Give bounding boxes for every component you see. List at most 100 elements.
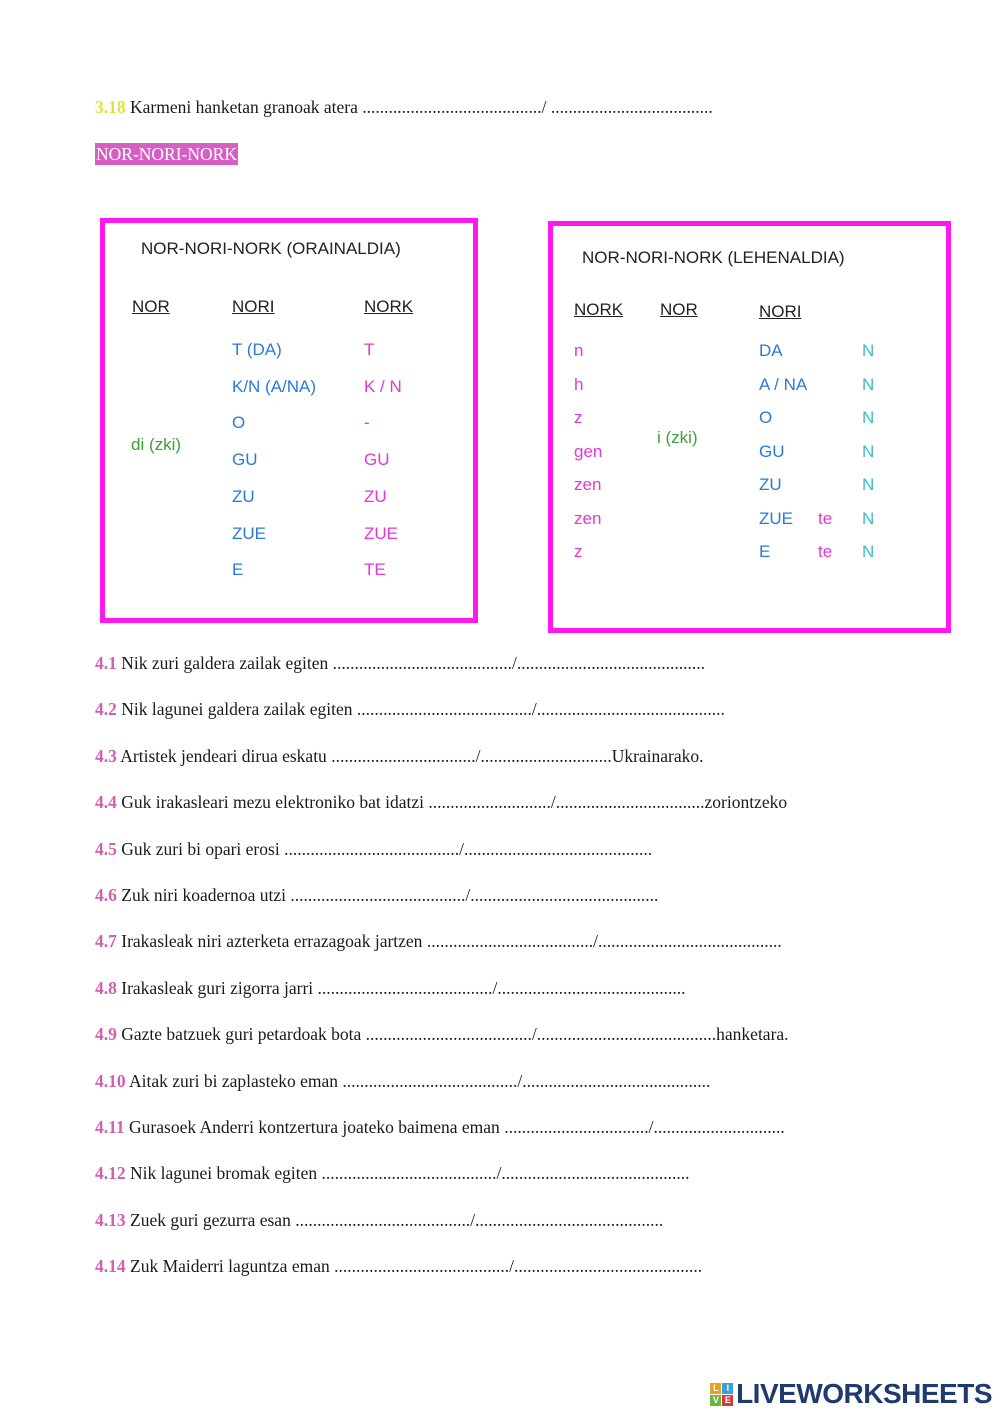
- nork-cell: z: [574, 542, 583, 561]
- nor-value: di (zki): [131, 435, 182, 454]
- header-nor: NOR: [132, 297, 170, 316]
- separator: /: [470, 1209, 476, 1230]
- separator: /: [648, 1117, 654, 1137]
- n-cell: N: [862, 542, 875, 561]
- answer-blank-1[interactable]: ........................................: [334, 1256, 510, 1277]
- logo-letter: V: [710, 1394, 722, 1406]
- nork-cell: z: [574, 408, 583, 427]
- exercise-number: 4.4: [95, 792, 117, 813]
- te-cell: te: [818, 508, 833, 528]
- logo-letter: E: [722, 1394, 734, 1406]
- nori-cell: K/N (A/NA): [232, 376, 317, 396]
- header-nork: NORK: [574, 300, 624, 319]
- answer-blank-2[interactable]: ........................................…: [516, 653, 705, 673]
- nork-cell: h: [574, 374, 584, 394]
- separator: /: [550, 792, 556, 813]
- nori-cell: O: [759, 408, 773, 427]
- header-nori: NORI: [232, 297, 275, 316]
- exercise-line: 4.4 Guk irakasleari mezu elektroniko bat…: [95, 792, 787, 812]
- exercise-text: Nik lagunei galdera zailak egiten: [116, 699, 357, 720]
- exercise-line: 4.10 Aitak zuri bi zaplasteko eman .....…: [95, 1071, 710, 1091]
- exercise-number: 4.11: [95, 1117, 125, 1137]
- te-cell: te: [818, 542, 833, 561]
- nork-cell: n: [574, 341, 584, 360]
- exercise-line: 4.3 Artistek jendeari dirua eskatu .....…: [95, 746, 704, 766]
- separator: /: [465, 885, 471, 905]
- nork-cell: zen: [574, 475, 602, 494]
- exercise-text: Guk zuri bi opari erosi: [116, 838, 285, 859]
- nork-cell: ZU: [364, 486, 387, 506]
- exercise-text: Nik lagunei bromak egiten: [125, 1163, 322, 1184]
- n-cell: N: [862, 408, 875, 427]
- answer-blank-1[interactable]: .................................: [504, 1117, 649, 1137]
- separator: /: [517, 1070, 523, 1091]
- answer-blank-1[interactable]: ........................................: [295, 1209, 471, 1230]
- answer-blank-1[interactable]: ........................................: [321, 1163, 497, 1184]
- answer-blank-2[interactable]: ........................................…: [497, 977, 686, 998]
- exercise-3-18: 3.18 Karmeni hanketan granoak atera ....…: [95, 97, 713, 117]
- answer-blank-1[interactable]: ........................................: [317, 977, 493, 998]
- answer-blank-2[interactable]: ........................................…: [475, 1209, 664, 1230]
- separator: /: [492, 977, 498, 998]
- exercise-number: 4.12: [95, 1163, 126, 1184]
- nork-cell: GU: [364, 450, 390, 470]
- separator: /: [593, 931, 598, 952]
- nori-cell: E: [232, 560, 244, 580]
- n-cell: N: [862, 475, 875, 494]
- answer-blank-2[interactable]: ........................................…: [463, 838, 653, 859]
- nori-cell: ZUE: [232, 523, 266, 543]
- answer-blank-1[interactable]: ............................: [428, 792, 551, 813]
- nork-cell: -: [364, 413, 370, 433]
- past-tense-table: NOR-NORI-NORK (LEHENALDIA) NORK NOR NORI…: [548, 221, 951, 633]
- section-tag: NOR-NORI-NORK: [95, 143, 238, 165]
- exercise-number: 4.13: [95, 1209, 126, 1230]
- separator: /: [509, 1256, 514, 1277]
- exercise-line: 4.9 Gazte batzuek guri petardoak bota ..…: [95, 1024, 789, 1044]
- nori-cell: T (DA): [232, 340, 282, 359]
- answer-blank-2[interactable]: ..............................: [480, 745, 612, 766]
- separator: /: [541, 97, 547, 117]
- exercise-line: 4.5 Guk zuri bi opari erosi ............…: [95, 839, 652, 859]
- separator: /: [496, 1163, 502, 1184]
- answer-blank-1[interactable]: ........................................: [356, 699, 532, 720]
- nori-cell: ZU: [232, 486, 255, 506]
- exercise-number: 4.14: [95, 1256, 126, 1277]
- nori-cell: ZU: [759, 475, 782, 494]
- answer-blank-2[interactable]: ..............................: [653, 1117, 785, 1137]
- answer-blank-2[interactable]: ..................................: [555, 792, 705, 813]
- answer-blank-1[interactable]: ........................................: [290, 885, 466, 905]
- answer-blank-1[interactable]: ........................................…: [332, 653, 512, 673]
- answer-blank-2[interactable]: ........................................…: [522, 1070, 711, 1091]
- answer-blank-2[interactable]: ........................................…: [536, 699, 725, 720]
- answer-blank-2[interactable]: ........................................…: [536, 1024, 717, 1045]
- exercise-number: 4.1: [95, 653, 117, 673]
- answer-blank-1[interactable]: ........................................…: [362, 97, 542, 117]
- exercise-text: Gazte batzuek guri petardoak bota: [116, 1024, 366, 1045]
- answer-blank-1[interactable]: ........................................: [342, 1070, 518, 1091]
- exercise-number: 4.7: [95, 931, 117, 952]
- exercise-text: Irakasleak guri zigorra jarri: [116, 977, 318, 998]
- answer-blank-1[interactable]: ......................................: [426, 931, 594, 952]
- nork-cell: TE: [364, 560, 386, 580]
- nork-cell: T: [364, 340, 375, 359]
- answer-blank-1[interactable]: .................................: [331, 745, 476, 766]
- exercise-line: 4.14 Zuk Maiderri laguntza eman ........…: [95, 1256, 702, 1276]
- exercise-line: 4.13 Zuek guri gezurra esan ............…: [95, 1210, 663, 1230]
- nori-cell: O: [232, 413, 246, 433]
- answer-blank-1[interactable]: ......................................: [365, 1024, 532, 1045]
- exercise-text: Aitak zuri bi zaplasteko eman: [125, 1070, 343, 1091]
- answer-blank-1[interactable]: ........................................: [284, 838, 460, 859]
- answer-blank-2[interactable]: ........................................…: [597, 931, 782, 952]
- answer-blank-2[interactable]: ........................................…: [470, 885, 659, 905]
- header-nork: NORK: [364, 297, 414, 316]
- answer-blank-2[interactable]: ........................................…: [501, 1163, 690, 1184]
- exercise-suffix: hanketara.: [716, 1024, 789, 1045]
- exercise-number: 4.10: [95, 1070, 126, 1091]
- answer-blank-2[interactable]: .....................................: [546, 97, 713, 117]
- nori-cell: A / NA: [759, 374, 808, 394]
- exercise-text: Nik zuri galdera zailak egiten: [116, 653, 333, 673]
- exercise-text: Gurasoek Anderri kontzertura joateko bai…: [124, 1117, 505, 1137]
- answer-blank-2[interactable]: ........................................…: [513, 1256, 703, 1277]
- nork-cell: gen: [574, 441, 603, 461]
- nori-cell: E: [759, 542, 771, 561]
